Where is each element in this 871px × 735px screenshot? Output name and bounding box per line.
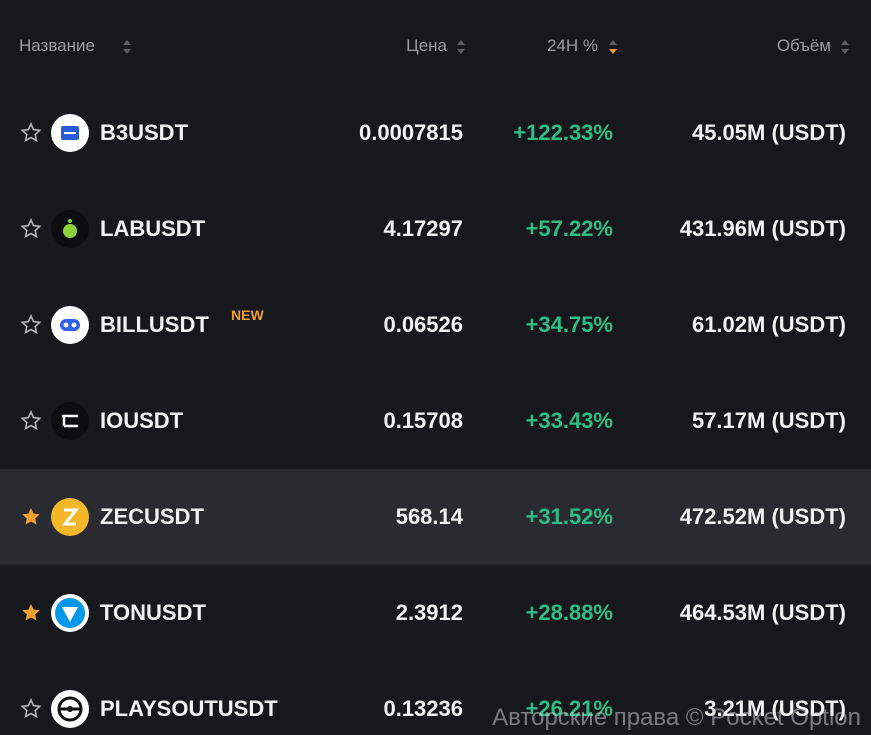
new-badge: NEW xyxy=(231,307,264,323)
price: 0.13236 xyxy=(383,696,463,721)
symbol[interactable]: B3USDT xyxy=(100,120,189,145)
favorite-star[interactable] xyxy=(20,314,42,336)
price: 0.0007815 xyxy=(359,120,463,145)
coin-icon xyxy=(51,498,89,536)
symbol[interactable]: PLAYSOUTUSDT xyxy=(100,696,278,721)
symbol[interactable]: LABUSDT xyxy=(100,216,206,241)
table-row[interactable]: IOUSDT 0.15708 +33.43% 57.17M (USDT) xyxy=(0,373,871,469)
header-name[interactable]: Название xyxy=(19,36,95,55)
symbol[interactable]: BILLUSDT xyxy=(100,312,209,337)
table-row[interactable]: ZECUSDT 568.14 +31.52% 472.52M (USDT) xyxy=(0,469,871,565)
coin-icon xyxy=(51,114,89,152)
symbol[interactable]: ZECUSDT xyxy=(100,504,204,529)
price: 568.14 xyxy=(395,504,463,529)
volume: 472.52M (USDT) xyxy=(679,504,846,529)
change: +34.75% xyxy=(525,312,613,337)
price: 0.06526 xyxy=(383,312,463,337)
sort-icon-active[interactable] xyxy=(608,39,618,55)
change: +57.22% xyxy=(525,216,613,241)
favorite-star[interactable] xyxy=(20,218,42,240)
price: 4.17297 xyxy=(383,216,463,241)
favorite-star[interactable] xyxy=(20,410,42,432)
table-row[interactable]: PLAYSOUTUSDT 0.13236 +26.21% 3.21M (USDT) xyxy=(0,661,871,735)
symbol[interactable]: TONUSDT xyxy=(100,600,206,625)
header-volume[interactable]: Объём xyxy=(776,36,831,55)
coin-icon xyxy=(51,306,89,344)
volume: 464.53M (USDT) xyxy=(679,600,846,625)
favorite-star[interactable] xyxy=(20,698,42,720)
symbol[interactable]: IOUSDT xyxy=(100,408,184,433)
change: +33.43% xyxy=(525,408,613,433)
favorite-star[interactable] xyxy=(20,602,42,624)
coin-icon xyxy=(51,210,89,248)
change: +31.52% xyxy=(525,504,613,529)
table-row[interactable]: BILLUSDT NEW 0.06526 +34.75% 61.02M (USDT) xyxy=(0,277,871,373)
favorite-star[interactable] xyxy=(20,506,42,528)
header-price[interactable]: Цена xyxy=(406,36,447,55)
volume: 431.96M (USDT) xyxy=(679,216,846,241)
coin-icon xyxy=(51,402,89,440)
sort-icon[interactable] xyxy=(840,39,850,55)
sort-icon[interactable] xyxy=(122,39,132,55)
coin-icon xyxy=(51,690,89,728)
sort-icon[interactable] xyxy=(456,39,466,55)
volume: 45.05M (USDT) xyxy=(691,120,846,145)
table-row[interactable]: LABUSDT 4.17297 +57.22% 431.96M (USDT) xyxy=(0,181,871,277)
header-change[interactable]: 24H % xyxy=(546,36,598,55)
change: +26.21% xyxy=(525,696,613,721)
coin-icon xyxy=(51,594,89,632)
change: +122.33% xyxy=(513,120,613,145)
table-row[interactable]: TONUSDT 2.3912 +28.88% 464.53M (USDT) xyxy=(0,565,871,661)
volume: 3.21M (USDT) xyxy=(704,696,846,721)
price: 0.15708 xyxy=(383,408,463,433)
change: +28.88% xyxy=(525,600,613,625)
table-row[interactable]: B3USDT 0.0007815 +122.33% 45.05M (USDT) xyxy=(0,85,871,181)
favorite-star[interactable] xyxy=(20,122,42,144)
price: 2.3912 xyxy=(395,600,463,625)
volume: 57.17M (USDT) xyxy=(691,408,846,433)
watermark: Авторские права © Pocket Option xyxy=(492,704,861,731)
volume: 61.02M (USDT) xyxy=(691,312,846,337)
